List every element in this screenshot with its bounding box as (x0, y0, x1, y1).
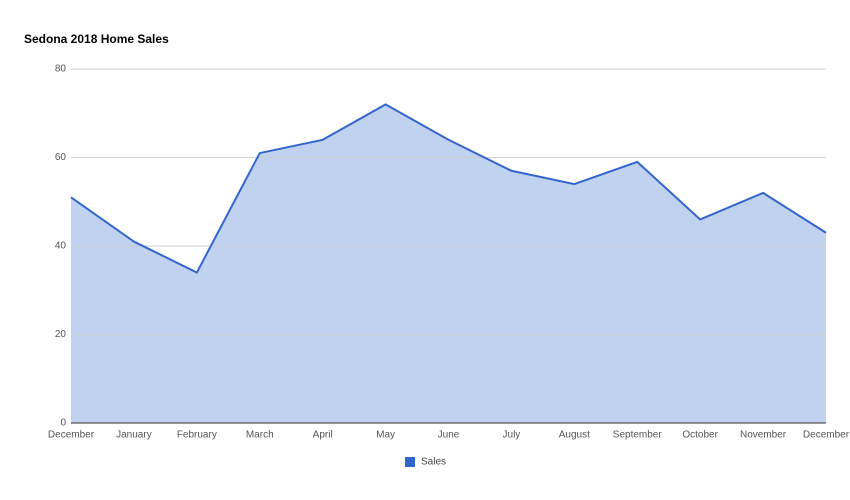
x-tick-label: November (740, 430, 787, 441)
y-tick-label: 40 (55, 241, 67, 252)
x-tick-label: August (559, 430, 590, 441)
y-tick-label: 0 (60, 418, 66, 429)
legend-text: Sales (421, 457, 446, 468)
x-tick-label: January (116, 430, 152, 441)
x-tick-label: April (313, 430, 333, 441)
x-tick-label: October (682, 430, 718, 441)
x-tick-label: February (177, 430, 217, 441)
x-tick-label: March (246, 430, 274, 441)
y-tick-label: 20 (55, 329, 67, 340)
y-tick-label: 80 (55, 64, 67, 75)
y-tick-label: 60 (55, 152, 67, 163)
legend-swatch (405, 457, 415, 467)
x-tick-label: December (803, 430, 850, 441)
chart-title: Sedona 2018 Home Sales (24, 32, 169, 46)
x-tick-label: July (503, 430, 521, 441)
area-fill (71, 104, 826, 424)
x-tick-label: May (376, 430, 395, 441)
x-tick-label: December (48, 430, 95, 441)
x-tick-label: June (438, 430, 460, 441)
x-tick-label: September (613, 430, 663, 441)
area-line (70, 103, 827, 274)
